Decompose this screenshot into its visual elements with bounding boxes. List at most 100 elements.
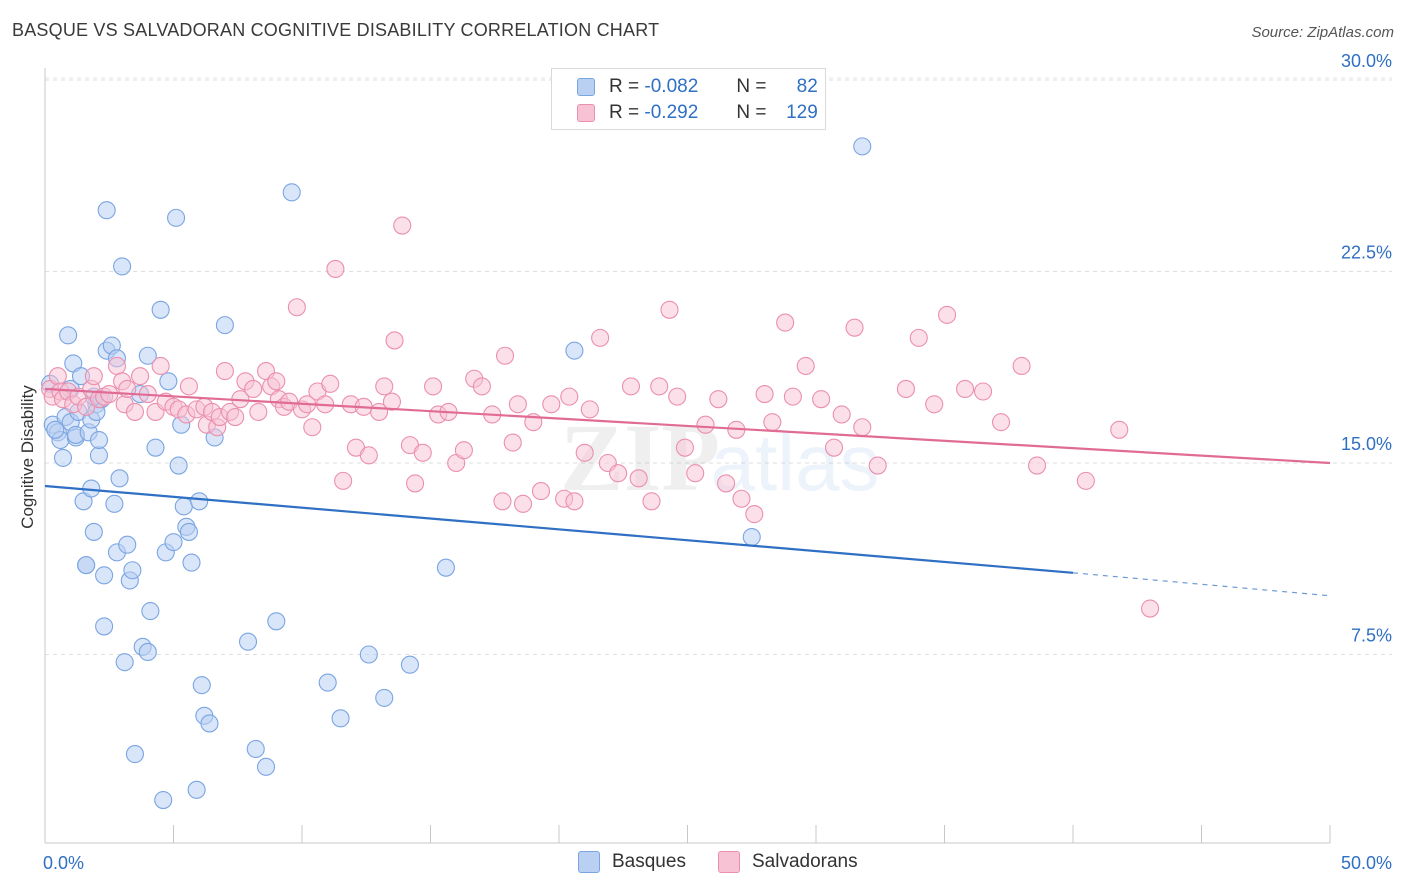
axes [44,68,1331,844]
salvadorans-swatch [577,104,595,122]
salvadorans-point [151,356,170,376]
salvadorans-point [424,377,443,396]
salvadorans-point [991,413,1011,432]
salvadorans-point [560,387,579,406]
basques-point [169,456,188,475]
basques-point [123,561,142,580]
salvadorans-point [580,400,599,419]
salvadorans-point [763,413,782,432]
salvadorans-point [973,382,993,401]
legend-r-label: R = [609,102,640,123]
salvadorans-point [48,367,67,386]
salvadorans-point [732,489,751,508]
basques-point [77,556,96,575]
y-tick-label: 22.5% [1341,243,1392,263]
basques-point [164,533,183,552]
basques-point [84,522,103,541]
legend-n-value: 129 [786,102,818,123]
salvadorans-point [287,298,306,317]
y-tick-label: 30.0% [1341,51,1392,71]
basques-point [187,780,206,799]
basques-point [89,446,109,465]
basques-point [95,566,114,585]
salvadorans-point [375,377,394,396]
basques-point [118,535,137,554]
legend-r-label: R = [609,76,640,97]
salvadorans-point [413,443,432,462]
salvadorans-point [660,300,679,319]
salvadorans-point [812,390,831,409]
salvadorans-point [531,482,551,501]
legend-n-label: N = [736,76,767,97]
basques-point [400,655,419,674]
basques-point [151,300,170,319]
salvadorans-point [84,367,103,386]
salvadorans-point [642,492,661,511]
salvadorans-point [359,446,378,465]
basques-point [113,257,132,276]
salvadorans-point [321,374,340,393]
salvadorans-point [493,492,512,511]
salvadorans-point [513,494,533,513]
salvadorans-trend-line [44,387,1331,465]
stats-legend: R = -0.082 N = 82 R = -0.292 N = 129 [551,68,826,130]
legend-row-salvadorans: R = -0.292 N = 129 [577,101,818,125]
legend-r-value: -0.082 [644,76,699,97]
y-tick-label: 15.0% [1341,434,1392,454]
salvadorans-point [508,395,527,414]
basques-point [97,201,116,220]
salvadorans-point [675,438,694,457]
salvadorans-point [776,313,795,332]
salvadorans-point [686,464,705,483]
salvadorans-point [454,441,473,460]
basques-point [89,430,109,450]
salvadorans-point [244,379,263,399]
legend-label-salvadorans: Salvadorans [752,851,858,872]
legend-n-value: 82 [796,76,818,97]
basques-point [105,494,124,513]
salvadorans-point [609,464,628,483]
salvadorans-point [745,505,764,524]
trend-lines [44,387,1331,597]
legend-label-basques: Basques [612,851,686,872]
salvadorans-point [303,418,322,437]
basques-point [256,757,276,776]
basques-point [318,673,337,692]
legend-item-salvadorans[interactable]: Salvadorans [718,851,858,873]
basques-point [182,553,201,572]
basques-point [200,714,219,733]
salvadorans-point [503,433,522,452]
basques-point [110,469,129,488]
series-legend: Basques Salvadorans [0,851,1406,877]
basques-point [138,346,157,365]
salvadorans-point [755,385,774,404]
legend-item-basques[interactable]: Basques [578,851,686,873]
salvadorans-swatch [718,851,740,873]
salvadorans-point [107,356,127,376]
x-tick-label: 0.0% [43,853,84,873]
grid-lines [45,77,1392,655]
basques-trend-extension [1072,572,1331,597]
salvadorans-point [1110,420,1129,439]
chart-title: BASQUE VS SALVADORAN COGNITIVE DISABILIT… [12,20,660,40]
salvadorans-point [406,474,425,493]
basques-point [190,492,209,511]
salvadorans-point [125,402,144,421]
salvadorans-point [575,443,594,462]
basques-point [215,316,234,335]
salvadorans-point [868,456,887,475]
legend-row-basques: R = -0.082 N = 82 [577,75,818,99]
basques-point [95,617,114,636]
salvadorans-point [591,328,610,347]
basques-swatch [577,78,595,96]
basques-point [141,602,160,621]
salvadorans-point [382,392,402,411]
basques-point [375,688,394,707]
basques-points [41,137,872,810]
basques-point [115,653,134,672]
basques-point [331,709,350,728]
salvadorans-point [938,305,957,324]
basques-point [154,790,173,810]
basques-point [53,448,73,467]
salvadorans-point [824,438,844,457]
